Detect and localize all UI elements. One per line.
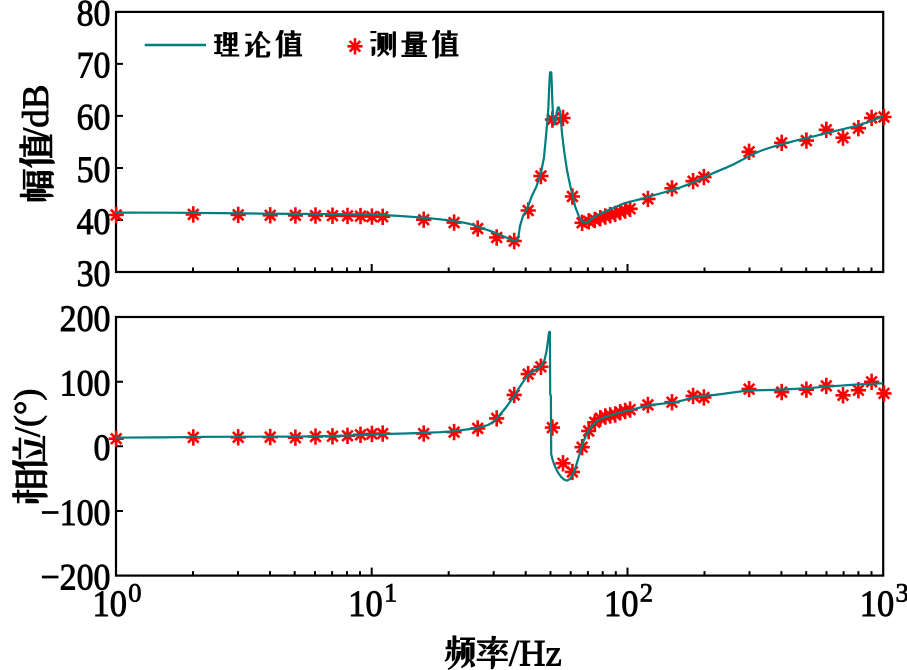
- svg-text:−200: −200: [40, 556, 110, 598]
- svg-text:/dB: /dB: [16, 85, 57, 138]
- svg-text:0: 0: [94, 427, 111, 469]
- svg-text:40: 40: [77, 200, 111, 242]
- svg-text:70: 70: [77, 44, 111, 86]
- svg-text:−100: −100: [40, 491, 110, 533]
- svg-text:/Hz: /Hz: [509, 633, 562, 670]
- svg-text:10: 10: [604, 583, 638, 625]
- svg-text:1: 1: [384, 578, 397, 608]
- svg-text:/(°): /(°): [7, 389, 47, 437]
- svg-text:80: 80: [77, 0, 111, 34]
- svg-text:0: 0: [128, 578, 141, 608]
- svg-text:50: 50: [77, 148, 111, 190]
- svg-text:3: 3: [896, 578, 907, 608]
- svg-text:100: 100: [60, 362, 111, 404]
- svg-text:2: 2: [640, 578, 653, 608]
- svg-text:30: 30: [77, 252, 111, 294]
- svg-text:200: 200: [60, 297, 111, 339]
- svg-text:10: 10: [348, 583, 382, 625]
- svg-text:10: 10: [93, 583, 127, 625]
- svg-text:10: 10: [860, 583, 894, 625]
- svg-text:60: 60: [77, 96, 111, 138]
